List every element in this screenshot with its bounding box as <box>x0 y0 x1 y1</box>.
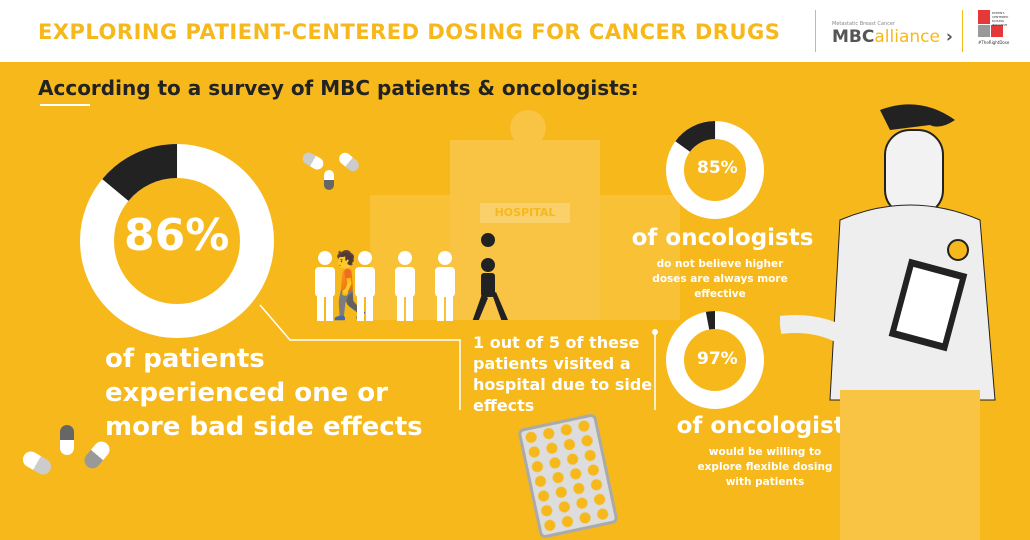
underline <box>40 104 90 106</box>
donut-chart-oncologists-85 <box>666 121 765 219</box>
stat1-value: 86% <box>124 210 230 261</box>
stat2-value: 85% <box>697 158 738 178</box>
hospital-sign: HOSPITAL <box>480 203 570 223</box>
doctor-illustration <box>780 104 996 540</box>
donut-chart-patients <box>80 144 274 338</box>
pill-pack-icon <box>517 412 619 540</box>
stat2-heading: of oncologists <box>631 225 814 251</box>
sick-patient-icon <box>472 233 508 320</box>
header: EXPLORING PATIENT-CENTERED DOSING FOR CA… <box>0 0 1030 62</box>
mbc-alliance-logo: MBCalliance › <box>832 27 953 47</box>
connector-line <box>259 304 658 410</box>
donut-remainder <box>666 311 764 409</box>
page-title: EXPLORING PATIENT-CENTERED DOSING FOR CA… <box>38 20 781 44</box>
pills-icon <box>20 425 117 485</box>
donut-remainder <box>666 121 765 219</box>
donut-chart-oncologists-97 <box>666 311 764 409</box>
stat2-text: do not believe higher doses are always m… <box>652 258 788 300</box>
patients-icon <box>315 251 455 321</box>
stat3-text: would be willing to explore flexible dos… <box>697 446 833 488</box>
stat3-value: 97% <box>697 349 738 369</box>
stat1-text: of patients experienced one or more bad … <box>105 344 423 442</box>
donut-remainder <box>80 144 274 338</box>
pills-icon <box>300 150 362 190</box>
divider <box>962 10 963 52</box>
hospital-building: HOSPITAL <box>370 110 680 320</box>
logo-subtitle: Metastatic Breast Cancer <box>832 21 896 27</box>
right-dose-logo: PATIENT-CENTERED DOSING INITIATIVE #TheR… <box>978 10 1010 45</box>
divider <box>815 10 816 52</box>
hospital-text: 1 out of 5 of these patients visited a h… <box>473 333 653 415</box>
subtitle: According to a survey of MBC patients & … <box>38 76 639 100</box>
stat3-heading: of oncologists <box>676 413 859 439</box>
